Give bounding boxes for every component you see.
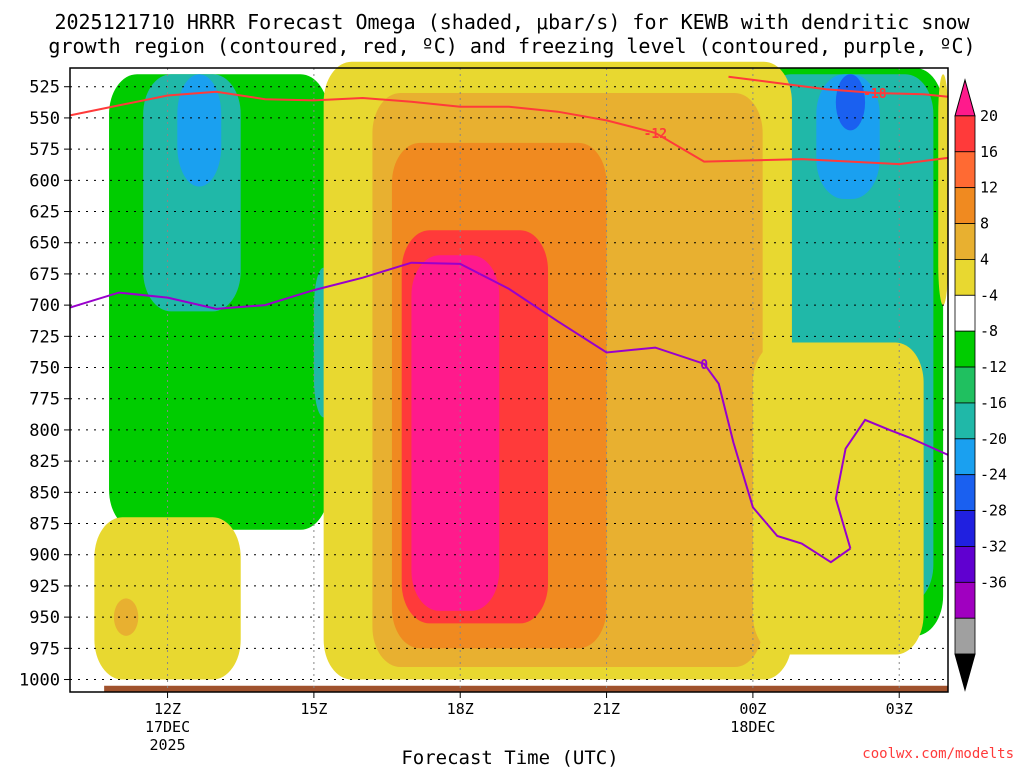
x-tick-label-15Z: 15Z <box>300 700 327 718</box>
y-tick-label-975: 975 <box>29 639 60 659</box>
x-tick-label-21Z: 21Z <box>593 700 620 718</box>
colorbar-arrow-top <box>954 78 976 117</box>
contour-layer: -18 -12 0 <box>69 75 949 564</box>
colorbar-label-6: -8 <box>980 322 998 340</box>
colorbar-swatch-14 <box>954 581 976 619</box>
colorbar-swatch-13 <box>954 546 976 583</box>
colorbar-label-13: -36 <box>980 573 1007 591</box>
contour-line-3 <box>834 418 949 549</box>
colorbar-label-7: -12 <box>980 358 1007 376</box>
contour-label-2: 0 <box>700 358 708 373</box>
colorbar-label-11: -28 <box>980 502 1007 520</box>
x-tick-label-00Z: 00Z <box>739 700 766 718</box>
colorbar-label-3: 8 <box>980 215 989 233</box>
y-tick-label-725: 725 <box>29 327 60 347</box>
colorbar-swatch-2 <box>954 151 976 189</box>
ground-layer <box>104 685 948 692</box>
y-tick-label-900: 900 <box>29 546 60 566</box>
colorbar-swatch-3 <box>954 187 976 224</box>
colorbar-label-2: 12 <box>980 179 998 197</box>
chart-title-line-1: 2025121710 HRRR Forecast Omega (shaded, … <box>54 10 970 34</box>
colorbar-swatch-15 <box>954 617 976 655</box>
colorbar-label-0: 20 <box>980 107 998 125</box>
y-tick-label-1000: 1000 <box>19 671 60 691</box>
contour-line-2 <box>69 261 851 564</box>
omega-cell-7 <box>835 74 866 131</box>
colorbar-swatch-9 <box>954 402 976 440</box>
y-tick-label-825: 825 <box>29 452 60 472</box>
colorbar-label-9: -20 <box>980 430 1007 448</box>
colorbar-swatch-8 <box>954 366 976 404</box>
y-axis: 525 550 575 600 625 650 675 700 725 750 775 800 825 8… <box>19 78 70 691</box>
y-tick-label-700: 700 <box>29 296 60 316</box>
omega-cell-14 <box>411 255 500 611</box>
y-tick-label-650: 650 <box>29 234 60 254</box>
y-tick-label-600: 600 <box>29 171 60 191</box>
colorbar-swatch-1 <box>954 115 976 153</box>
plot-frame <box>69 67 949 693</box>
colorbar-swatch-10 <box>954 438 976 476</box>
colorbar-label-5: -4 <box>980 286 998 304</box>
omega-cell-18 <box>938 74 948 306</box>
credit-text: coolwx.com/modelts <box>862 746 1014 762</box>
colorbar-swatch-12 <box>954 510 976 547</box>
colorbar-arrow-bottom <box>954 653 976 692</box>
y-tick-label-550: 550 <box>29 109 60 129</box>
y-tick-label-950: 950 <box>29 608 60 628</box>
chart-title-line-2: growth region (contoured, red, ºC) and f… <box>48 34 976 58</box>
y-tick-label-775: 775 <box>29 390 60 410</box>
y-tick-label-875: 875 <box>29 515 60 535</box>
x-tick-year-12Z: 2025 <box>149 736 185 754</box>
contour-label-0: -18 <box>863 87 887 102</box>
grid-layer <box>70 68 948 692</box>
colorbar-label-1: 16 <box>980 143 998 161</box>
x-axis-title: Forecast Time (UTC) <box>401 747 618 768</box>
y-tick-label-750: 750 <box>29 359 60 379</box>
colorbar-swatch-11 <box>954 474 976 511</box>
colorbar-label-8: -16 <box>980 394 1007 412</box>
colorbar-label-10: -24 <box>980 466 1007 484</box>
ground-strip <box>104 685 948 692</box>
colorbar-swatch-4 <box>954 223 976 260</box>
omega-shading-layer <box>94 61 948 680</box>
colorbar-swatch-7 <box>954 330 976 368</box>
x-tick-label-12Z: 12Z <box>154 700 181 718</box>
x-tick-date-00Z: 18DEC <box>730 718 775 736</box>
contour-line-0 <box>728 75 949 98</box>
x-tick-label-18Z: 18Z <box>447 700 474 718</box>
x-tick-label-03Z: 03Z <box>886 700 913 718</box>
contour-label-1: -12 <box>644 127 667 142</box>
contour-line-1 <box>69 90 949 166</box>
colorbar: 20 16 12 8 4 -4 -8 -12 -16 -20 -24 -28 -32 -36 <box>954 78 1007 692</box>
omega-cell-15 <box>94 517 241 680</box>
y-tick-label-575: 575 <box>29 140 60 160</box>
y-tick-label-800: 800 <box>29 421 60 441</box>
colorbar-swatch-5 <box>954 259 976 296</box>
y-tick-label-525: 525 <box>29 78 60 98</box>
omega-cell-2 <box>177 74 222 187</box>
y-tick-label-925: 925 <box>29 577 60 597</box>
y-tick-label-675: 675 <box>29 265 60 285</box>
x-tick-date-12Z: 17DEC <box>145 718 190 736</box>
y-tick-label-850: 850 <box>29 483 60 503</box>
omega-cell-17 <box>752 342 924 655</box>
colorbar-label-4: 4 <box>980 250 989 268</box>
colorbar-swatch-6 <box>954 294 976 332</box>
colorbar-label-12: -32 <box>980 537 1007 555</box>
y-tick-label-625: 625 <box>29 203 60 223</box>
